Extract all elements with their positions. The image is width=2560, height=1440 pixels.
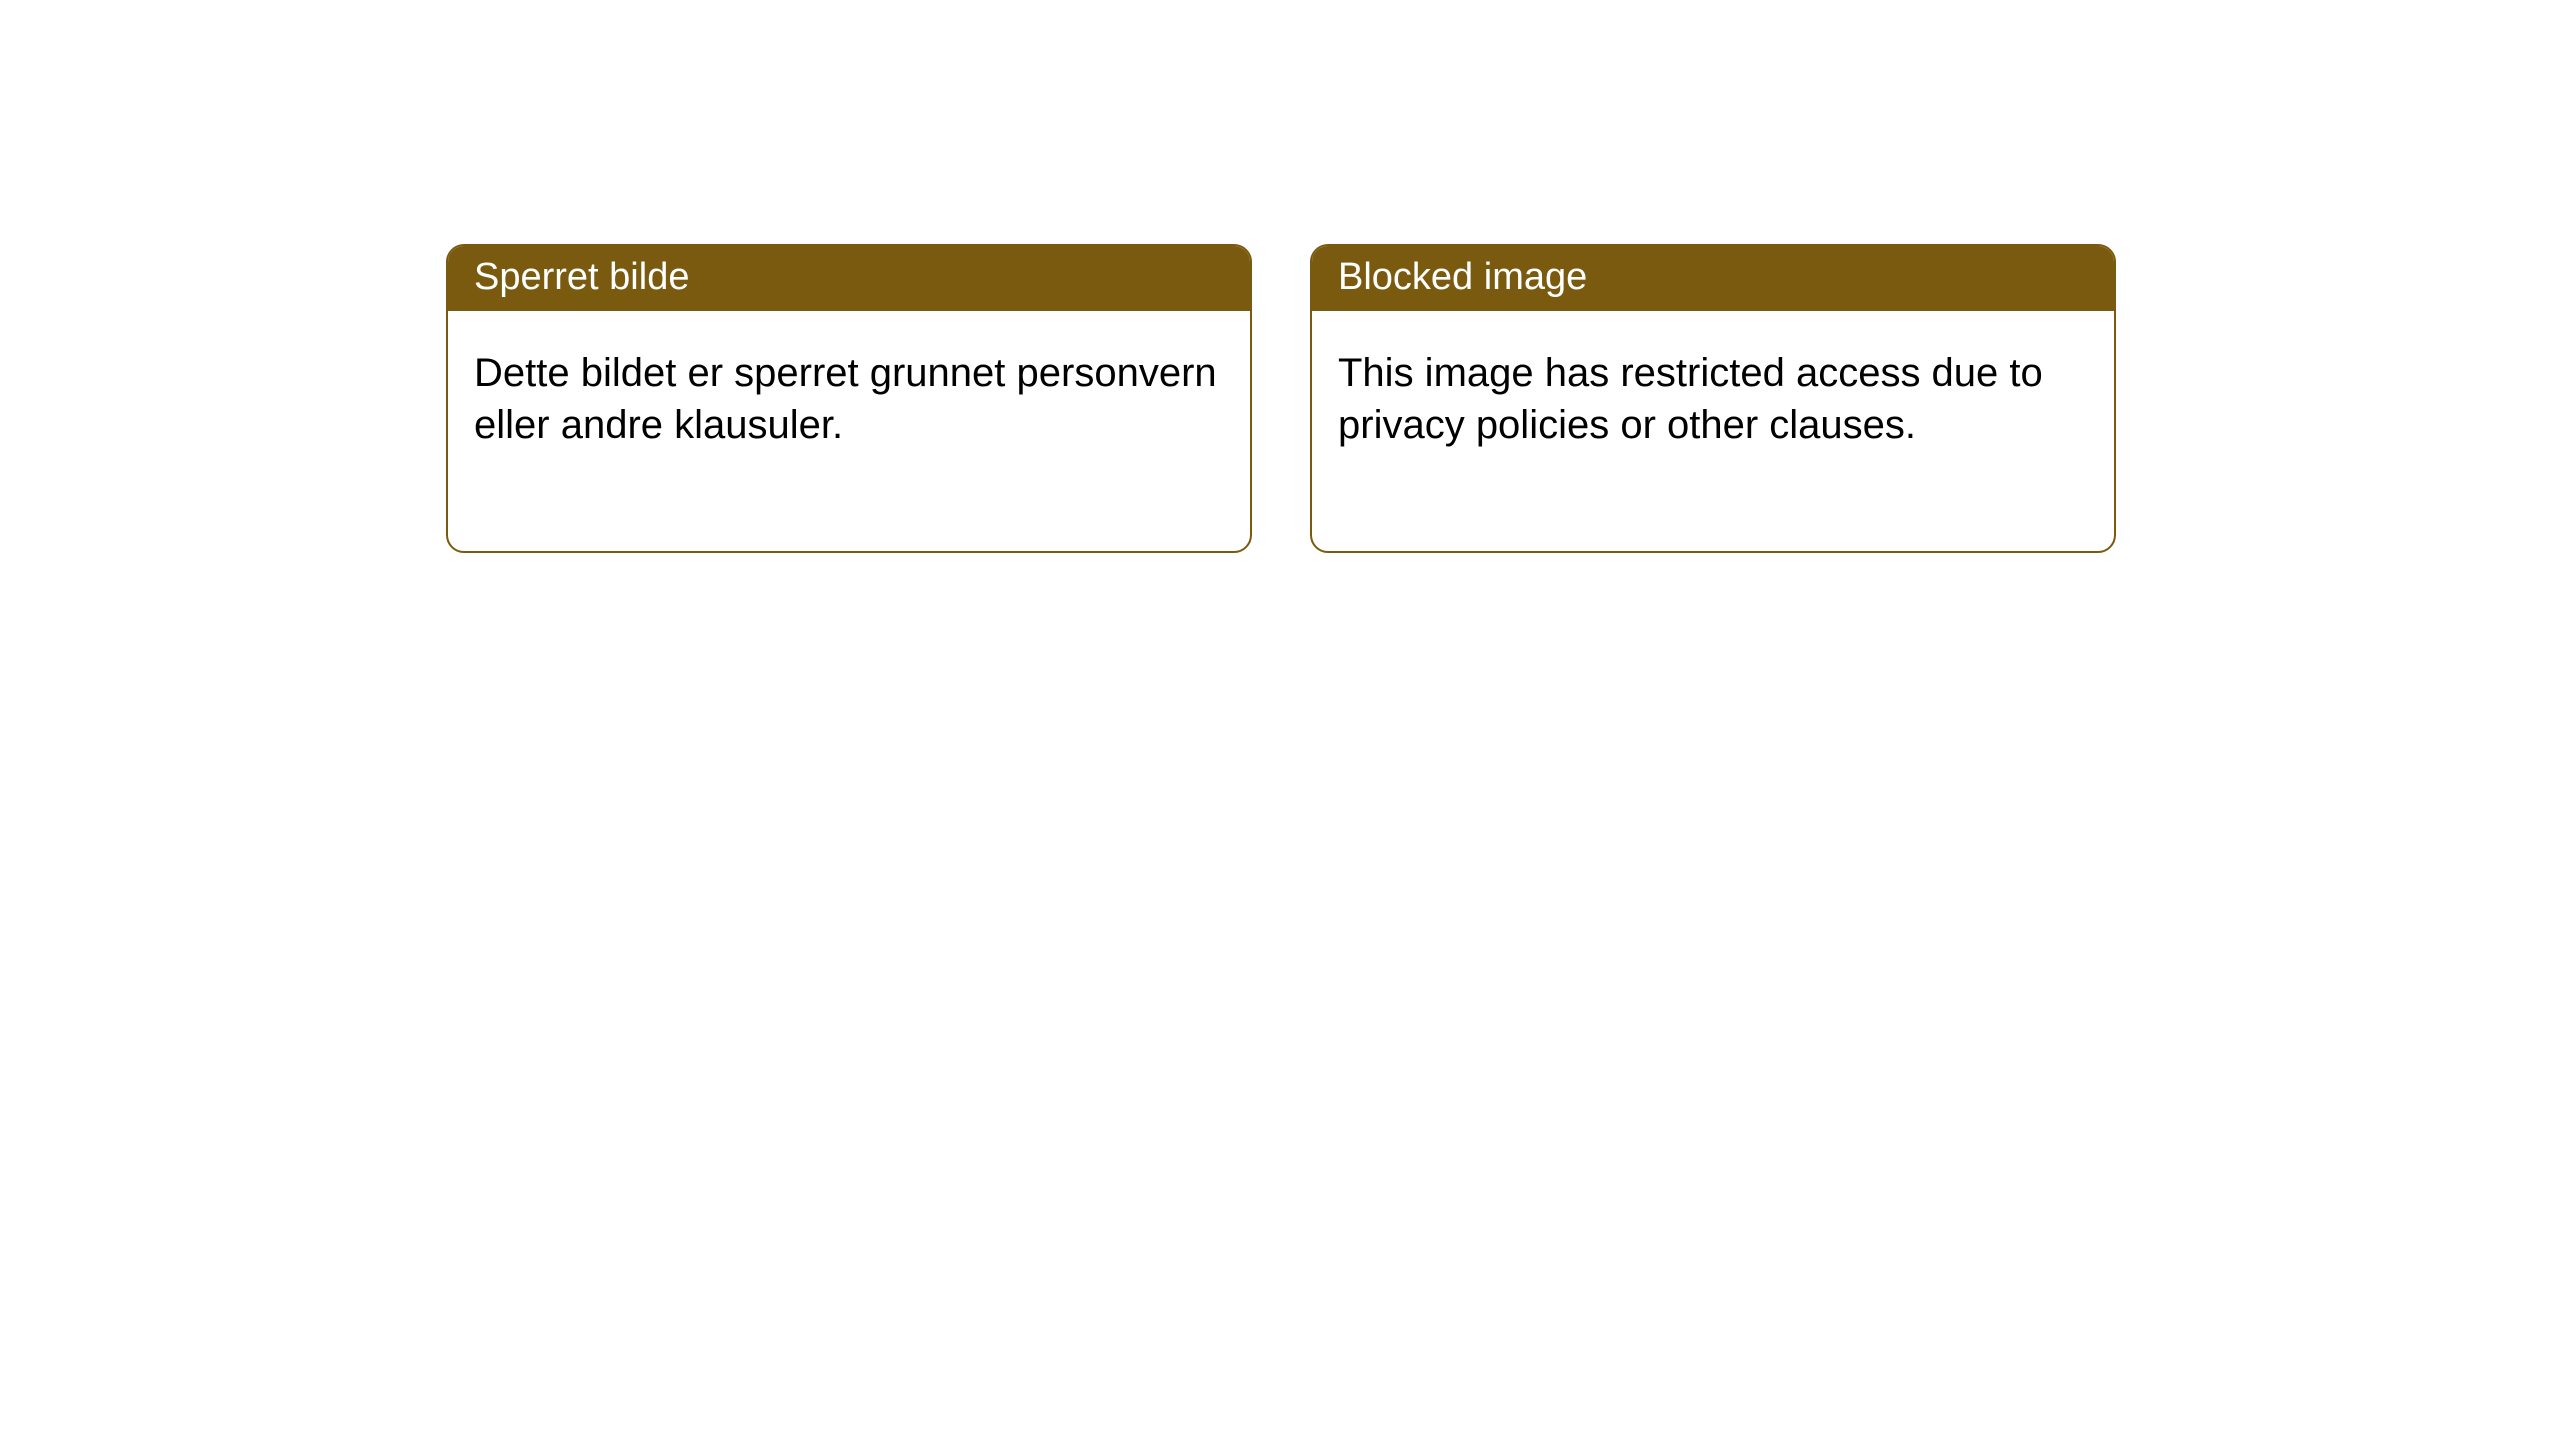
- notice-header-english: Blocked image: [1312, 246, 2114, 311]
- notice-card-english: Blocked image This image has restricted …: [1310, 244, 2116, 553]
- notice-card-norwegian: Sperret bilde Dette bildet er sperret gr…: [446, 244, 1252, 553]
- notice-container: Sperret bilde Dette bildet er sperret gr…: [0, 0, 2560, 553]
- notice-body-english: This image has restricted access due to …: [1312, 311, 2114, 551]
- notice-header-norwegian: Sperret bilde: [448, 246, 1250, 311]
- notice-body-norwegian: Dette bildet er sperret grunnet personve…: [448, 311, 1250, 551]
